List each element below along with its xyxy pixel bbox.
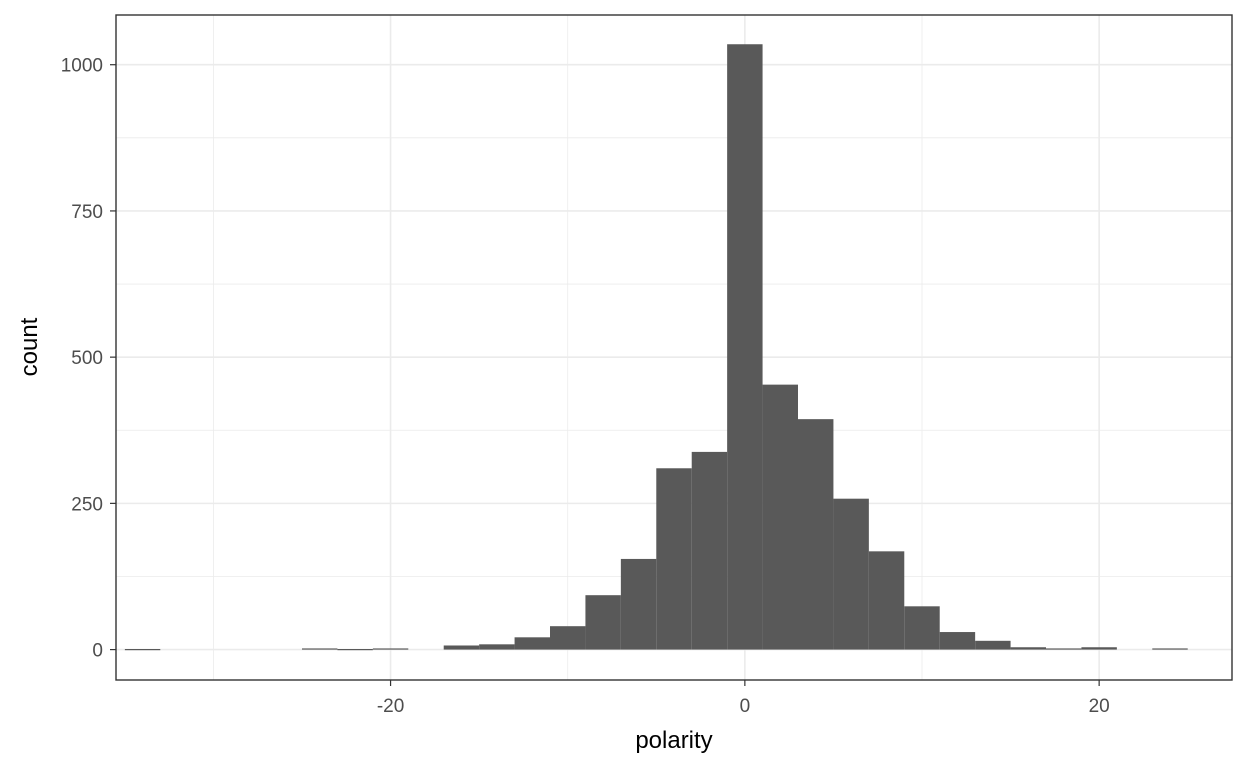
x-tick-label: 0 — [740, 696, 751, 717]
histogram-bar — [550, 626, 586, 650]
histogram-bar — [1046, 648, 1082, 650]
histogram-bar — [798, 419, 834, 650]
x-axis-title: polarity — [635, 727, 712, 754]
histogram-bar — [727, 44, 763, 650]
histogram-bar — [1081, 647, 1117, 650]
panel-border — [115, 14, 1233, 681]
y-axis-title: count — [16, 317, 43, 376]
histogram-bar — [372, 648, 409, 650]
x-tick-label: -20 — [377, 696, 404, 717]
histogram-bar — [904, 606, 940, 650]
histogram-bar — [868, 551, 905, 650]
histogram-bar — [762, 384, 798, 650]
histogram-bar — [833, 498, 869, 650]
histogram-bar — [939, 632, 976, 650]
histogram-bar — [514, 637, 550, 650]
histogram-bar — [1010, 647, 1046, 650]
y-tick-label: 1000 — [61, 56, 103, 77]
histogram-bar — [620, 558, 657, 650]
histogram-bars — [124, 44, 1188, 651]
histogram-bar — [1152, 648, 1188, 650]
histogram-bar — [337, 649, 373, 651]
histogram-bar — [585, 595, 621, 650]
y-tick-label: 500 — [71, 348, 103, 369]
y-tick-label: 750 — [71, 202, 103, 223]
histogram-bar — [691, 451, 728, 650]
y-tick-label: 0 — [92, 641, 103, 662]
y-tick-label: 250 — [71, 494, 103, 515]
histogram-bar — [443, 645, 480, 650]
histogram-bar — [302, 648, 338, 650]
x-axis: -20 0 20 — [377, 680, 1110, 717]
histogram-bar — [656, 468, 692, 650]
histogram-bar — [479, 644, 515, 650]
y-axis: 0 250 500 750 1000 — [61, 56, 116, 662]
x-tick-label: 20 — [1089, 696, 1110, 717]
histogram-bar — [124, 649, 161, 651]
histogram-bar — [975, 640, 1011, 650]
